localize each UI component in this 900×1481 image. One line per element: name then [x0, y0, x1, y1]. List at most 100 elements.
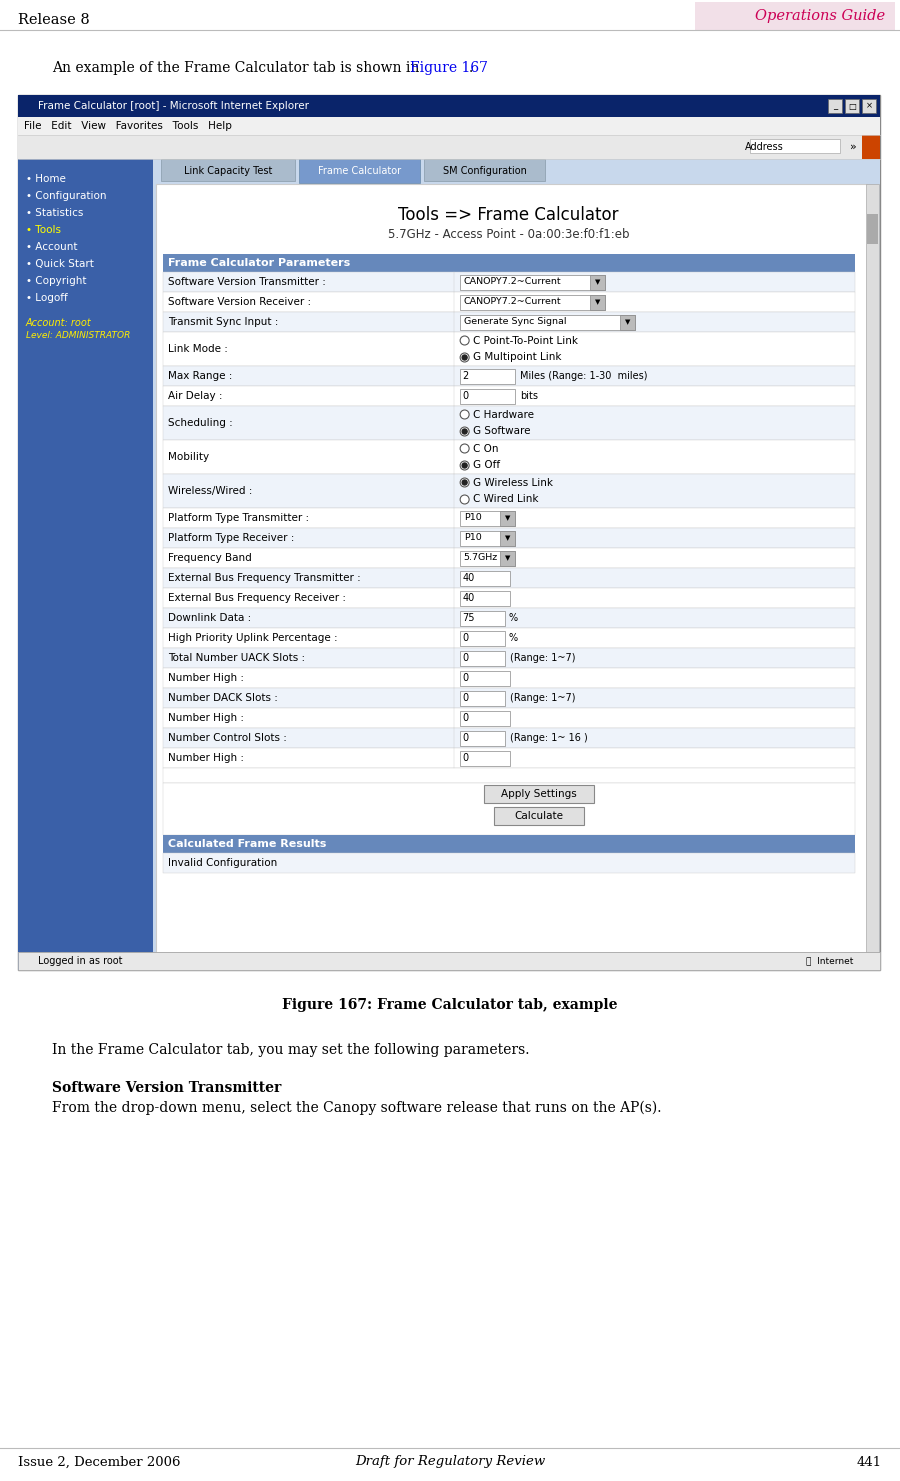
- Text: (Range: 1~7): (Range: 1~7): [509, 653, 575, 663]
- Text: Software Version Receiver :: Software Version Receiver :: [168, 298, 311, 307]
- Bar: [460, 570, 509, 585]
- Text: Frame Calculator: Frame Calculator: [319, 166, 401, 176]
- Bar: [494, 807, 584, 825]
- Text: 0: 0: [463, 712, 469, 723]
- Bar: [163, 440, 855, 474]
- Text: Wireless/Wired :: Wireless/Wired :: [168, 486, 252, 496]
- Bar: [460, 610, 505, 625]
- Bar: [460, 730, 505, 745]
- Bar: [460, 551, 515, 566]
- Bar: [460, 369, 515, 384]
- Text: 0: 0: [463, 653, 469, 663]
- Circle shape: [460, 336, 469, 345]
- Text: Account: root: Account: root: [26, 318, 92, 327]
- Bar: [163, 332, 855, 366]
- Text: Platform Type Transmitter :: Platform Type Transmitter :: [168, 512, 309, 523]
- Bar: [460, 690, 505, 705]
- Text: Software Version Transmitter :: Software Version Transmitter :: [168, 277, 326, 287]
- Bar: [163, 708, 855, 729]
- Text: Frame Calculator Parameters: Frame Calculator Parameters: [168, 258, 350, 268]
- Circle shape: [460, 427, 469, 435]
- Circle shape: [460, 495, 469, 504]
- Text: G Off: G Off: [472, 461, 500, 471]
- Text: • Configuration: • Configuration: [26, 191, 106, 201]
- Bar: [460, 631, 505, 646]
- Bar: [163, 529, 855, 548]
- Bar: [163, 508, 855, 529]
- Circle shape: [460, 478, 469, 487]
- Bar: [163, 769, 855, 783]
- Text: Number High :: Number High :: [168, 672, 244, 683]
- Bar: [780, 954, 878, 969]
- Bar: [18, 95, 880, 970]
- Bar: [460, 530, 515, 545]
- Text: 40: 40: [463, 592, 475, 603]
- Text: Apply Settings: Apply Settings: [501, 789, 577, 800]
- Text: Release 8: Release 8: [18, 13, 90, 27]
- Text: Operations Guide: Operations Guide: [755, 9, 885, 24]
- Bar: [18, 158, 880, 970]
- Bar: [163, 783, 855, 835]
- Text: □: □: [848, 102, 856, 111]
- Text: From the drop-down menu, select the Canopy software release that runs on the AP(: From the drop-down menu, select the Cano…: [52, 1100, 662, 1115]
- Circle shape: [462, 480, 467, 484]
- Text: External Bus Frequency Receiver :: External Bus Frequency Receiver :: [168, 592, 346, 603]
- Text: G Multipoint Link: G Multipoint Link: [472, 352, 561, 363]
- Text: Invalid Configuration: Invalid Configuration: [168, 857, 277, 868]
- Circle shape: [460, 352, 469, 361]
- Text: Calculate: Calculate: [515, 812, 563, 820]
- Bar: [460, 314, 634, 329]
- Text: Link Capacity Test: Link Capacity Test: [184, 166, 273, 176]
- Text: »: »: [850, 142, 857, 153]
- Text: G Wireless Link: G Wireless Link: [472, 477, 553, 487]
- Text: • Tools: • Tools: [26, 225, 61, 235]
- Bar: [161, 158, 295, 181]
- Bar: [862, 99, 876, 113]
- Bar: [862, 135, 880, 158]
- Bar: [460, 274, 605, 289]
- Bar: [484, 785, 594, 803]
- Bar: [163, 835, 855, 853]
- Text: Frequency Band: Frequency Band: [168, 552, 252, 563]
- Text: Generate Sync Signal: Generate Sync Signal: [464, 317, 566, 326]
- Text: Issue 2, December 2006: Issue 2, December 2006: [18, 1456, 181, 1469]
- Text: Address: Address: [745, 142, 784, 153]
- Text: Level: ADMINISTRATOR: Level: ADMINISTRATOR: [26, 330, 130, 341]
- Text: Total Number UACK Slots :: Total Number UACK Slots :: [168, 653, 305, 663]
- Bar: [163, 548, 855, 569]
- Bar: [460, 591, 509, 606]
- Bar: [845, 99, 859, 113]
- Text: 0: 0: [463, 632, 469, 643]
- Bar: [828, 99, 842, 113]
- Bar: [460, 388, 515, 403]
- Bar: [163, 569, 855, 588]
- Circle shape: [460, 410, 469, 419]
- Text: CANOPY7.2~Current: CANOPY7.2~Current: [464, 277, 562, 286]
- Bar: [163, 312, 855, 332]
- Text: Software Version Transmitter: Software Version Transmitter: [52, 1081, 281, 1094]
- Bar: [163, 668, 855, 689]
- Text: C Hardware: C Hardware: [472, 410, 534, 419]
- Circle shape: [462, 429, 467, 434]
- Bar: [695, 1, 895, 30]
- Bar: [163, 649, 855, 668]
- Text: Transmit Sync Input :: Transmit Sync Input :: [168, 317, 278, 327]
- Text: Number DACK Slots :: Number DACK Slots :: [168, 693, 278, 703]
- Text: ▼: ▼: [505, 515, 510, 521]
- Text: 🔒  Internet: 🔒 Internet: [806, 957, 854, 966]
- Bar: [163, 387, 855, 406]
- Circle shape: [462, 355, 467, 360]
- Text: Scheduling :: Scheduling :: [168, 418, 233, 428]
- Bar: [163, 292, 855, 312]
- Text: ▼: ▼: [625, 318, 630, 324]
- Bar: [867, 213, 878, 244]
- Text: Calculated Frame Results: Calculated Frame Results: [168, 840, 327, 849]
- Text: Link Mode :: Link Mode :: [168, 344, 228, 354]
- Text: 5.7GHz: 5.7GHz: [464, 554, 498, 563]
- Bar: [18, 95, 880, 117]
- Text: ×: ×: [866, 102, 872, 111]
- Bar: [18, 952, 880, 970]
- Text: 40: 40: [463, 573, 475, 584]
- Bar: [163, 689, 855, 708]
- Text: • Logoff: • Logoff: [26, 293, 68, 304]
